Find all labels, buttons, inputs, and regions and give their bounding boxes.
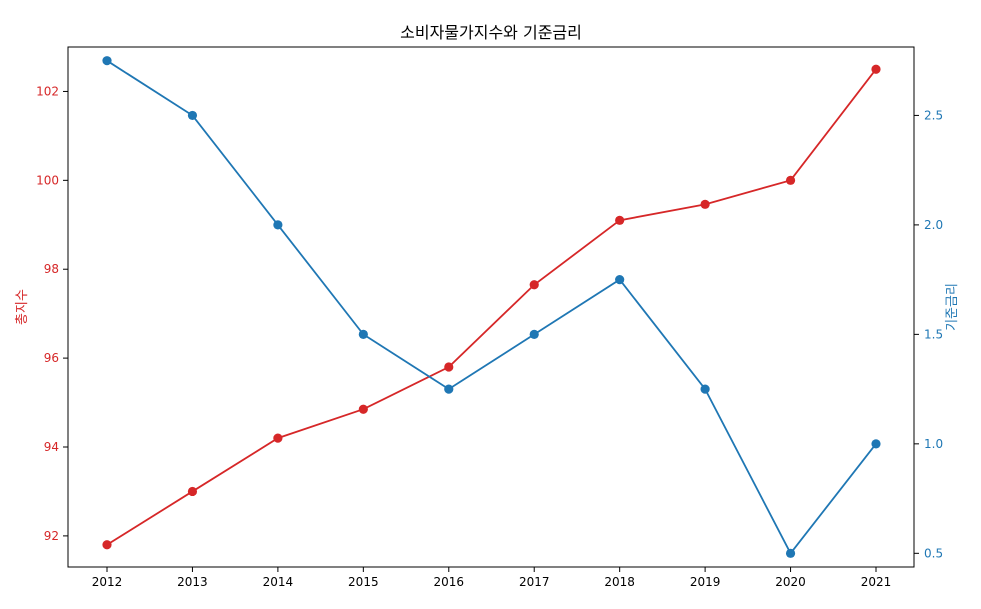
chart-marks: 2012 2013 2014 2015 2016 2017 2018 2019 2020 2021…: [36, 56, 943, 589]
series-point-cpi-2015: [358, 404, 368, 414]
x-tick-label-2021: 2021: [861, 575, 892, 589]
series-point-cpi-2017: [529, 280, 539, 290]
x-tick-label-2014: 2014: [263, 575, 294, 589]
series-point-rate-2021: [871, 439, 881, 449]
y-left-tick-label-92: 92: [44, 529, 59, 543]
y-left-tick-label-96: 96: [44, 351, 59, 365]
x-tick-label-2020: 2020: [775, 575, 806, 589]
series-point-cpi-2013: [187, 486, 198, 497]
series-point-rate-2017: [529, 329, 539, 339]
series-point-rate-2019: [700, 384, 710, 394]
series-point-cpi-2016: [444, 362, 454, 372]
y-right-tick-label-2.0: 2.0: [924, 218, 943, 232]
plot-frame: [67, 46, 915, 568]
y-axis-right-label: 기준금리: [945, 283, 960, 331]
y-left-tick-label-102: 102: [36, 84, 59, 98]
x-tick-label-2016: 2016: [434, 575, 465, 589]
series-point-rate-2018: [615, 275, 625, 285]
y-right-tick-label-1.5: 1.5: [924, 327, 943, 341]
chart-title: 소비자물가지수와 기준금리: [400, 23, 582, 42]
y-right-tick-label-0.5: 0.5: [924, 546, 943, 560]
y-right-tick-label-1.0: 1.0: [924, 437, 943, 451]
y-right-tick-label-2.5: 2.5: [924, 108, 943, 122]
series-point-cpi-2018: [615, 215, 625, 225]
y-left-tick-label-98: 98: [44, 262, 59, 276]
x-tick-label-2015: 2015: [348, 575, 379, 589]
series-point-cpi-2019: [700, 199, 710, 209]
y-axis-left-label: 총지수: [15, 289, 30, 325]
series-point-rate-2015: [358, 329, 368, 339]
series-point-rate-2020: [785, 548, 796, 558]
x-tick-label-2012: 2012: [92, 575, 123, 589]
series-point-rate-2013: [187, 110, 198, 121]
series-point-rate-2012: [102, 56, 112, 66]
series-line-cpi: [106, 68, 877, 546]
x-tick-label-2018: 2018: [604, 575, 635, 589]
series-point-cpi-2021: [871, 64, 881, 74]
series-point-cpi-2020: [785, 175, 796, 185]
series-point-cpi-2014: [273, 433, 283, 443]
series-line-rate: [106, 59, 877, 555]
y-left-tick-label-94: 94: [44, 440, 59, 454]
series-point-cpi-2012: [102, 540, 112, 550]
series-point-rate-2014: [273, 220, 283, 230]
x-tick-label-2017: 2017: [519, 575, 550, 589]
x-tick-label-2013: 2013: [177, 575, 208, 589]
x-tick-label-2019: 2019: [690, 575, 721, 589]
y-left-tick-label-100: 100: [36, 173, 59, 187]
series-point-rate-2016: [444, 384, 454, 394]
